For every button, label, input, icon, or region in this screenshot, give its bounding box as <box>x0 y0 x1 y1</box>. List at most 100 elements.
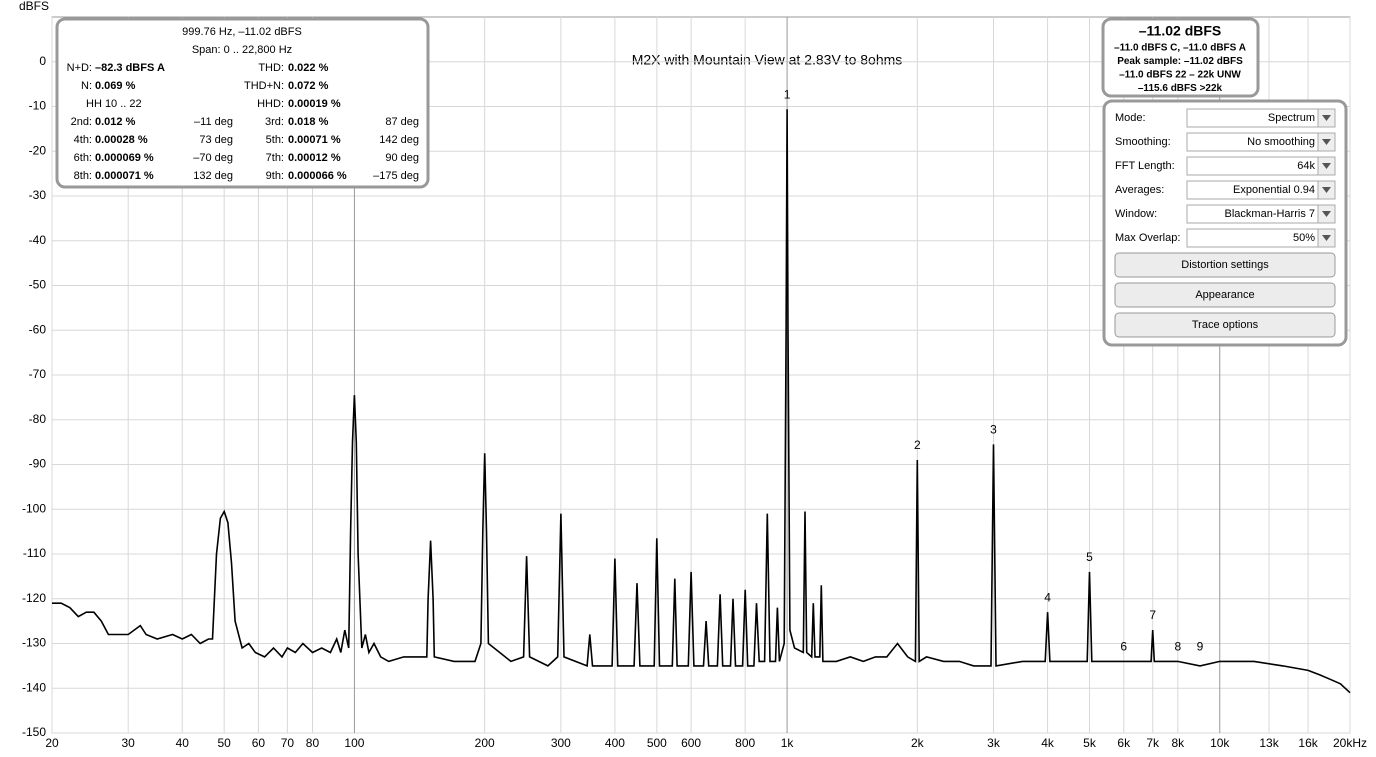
dropdown-value[interactable]: Exponential 0.94 <box>1233 184 1315 196</box>
control-label: Window: <box>1115 208 1157 220</box>
info-value: 0.069 % <box>95 80 136 92</box>
info-phase: –11 deg <box>194 116 233 128</box>
harmonic-marker: 7 <box>1149 608 1156 622</box>
info-value: 0.000071 % <box>95 170 154 182</box>
x-tick-label: 50 <box>217 736 231 750</box>
info-header: Span: 0 .. 22,800 Hz <box>192 44 292 56</box>
info-value: 0.00012 % <box>288 152 341 164</box>
info-label: 2nd: <box>71 116 92 128</box>
y-tick-label: -100 <box>22 501 46 515</box>
harmonic-marker: 5 <box>1086 550 1093 564</box>
x-tick-label: 7k <box>1146 736 1160 750</box>
y-tick-label: -80 <box>29 412 47 426</box>
control-label: Max Overlap: <box>1115 232 1180 244</box>
harmonic-marker: 4 <box>1044 590 1051 604</box>
control-label: Averages: <box>1115 184 1164 196</box>
button[interactable] <box>1114 252 1336 278</box>
level-main: –11.02 dBFS <box>1139 23 1222 39</box>
y-tick-label: -10 <box>29 99 47 113</box>
x-tick-label: 8k <box>1171 736 1185 750</box>
info-phase: 90 deg <box>385 152 419 164</box>
x-tick-label: 4k <box>1041 736 1055 750</box>
info-phase: –70 deg <box>193 152 233 164</box>
control-label: FFT Length: <box>1115 160 1175 172</box>
harmonic-marker: 9 <box>1197 640 1204 654</box>
dropdown-value[interactable]: Spectrum <box>1268 112 1315 124</box>
info-label: 4th: <box>74 134 92 146</box>
button-label[interactable]: Appearance <box>1195 289 1254 301</box>
info-phase: –175 deg <box>373 170 419 182</box>
info-label: 7th: <box>266 152 284 164</box>
x-tick-label: 1k <box>781 736 795 750</box>
x-tick-label: 60 <box>252 736 266 750</box>
dropdown-value[interactable]: Blackman-Harris 7 <box>1225 208 1315 220</box>
info-label: THD: <box>258 62 284 74</box>
info-phase: 132 deg <box>193 170 233 182</box>
y-tick-label: -140 <box>22 680 46 694</box>
info-value: 0.022 % <box>288 62 329 74</box>
x-tick-label: 600 <box>681 736 701 750</box>
y-tick-label: -130 <box>22 636 46 650</box>
control-label: Mode: <box>1115 112 1146 124</box>
y-tick-label: -60 <box>29 322 47 336</box>
y-tick-label: -30 <box>29 188 47 202</box>
harmonic-marker: 6 <box>1120 640 1127 654</box>
info-value: 0.00071 % <box>288 134 341 146</box>
harmonic-marker: 2 <box>914 438 921 452</box>
dropdown-value[interactable]: No smoothing <box>1247 136 1315 148</box>
x-tick-label: 500 <box>647 736 667 750</box>
dropdown-arrow <box>1322 163 1331 169</box>
dropdown-arrow <box>1322 139 1331 145</box>
y-axis-label: dBFS <box>19 0 49 13</box>
y-tick-label: -40 <box>29 233 47 247</box>
x-tick-label: 100 <box>344 736 364 750</box>
info-label: THD+N: <box>244 80 284 92</box>
dropdown-value[interactable]: 50% <box>1293 232 1315 244</box>
y-tick-label: 0 <box>39 54 46 68</box>
x-tick-label: 3k <box>987 736 1001 750</box>
button-label[interactable]: Distortion settings <box>1181 259 1269 271</box>
dropdown-arrow <box>1322 115 1331 121</box>
chart-title: M2X with Mountain View at 2.83V to 8ohms <box>632 52 903 68</box>
button[interactable] <box>1114 312 1336 338</box>
info-value: –82.3 dBFS A <box>95 62 165 74</box>
dropdown-arrow <box>1322 235 1331 241</box>
level-line: Peak sample: –11.02 dBFS <box>1117 56 1243 67</box>
info-phase: 87 deg <box>385 116 419 128</box>
control-label: Smoothing: <box>1115 136 1171 148</box>
level-line: –11.0 dBFS C, –11.0 dBFS A <box>1114 43 1246 54</box>
level-line: –11.0 dBFS 22 – 22k UNW <box>1119 70 1241 81</box>
x-tick-label: 20kHz <box>1333 736 1367 750</box>
y-tick-label: -50 <box>29 278 47 292</box>
x-tick-label: 800 <box>735 736 755 750</box>
x-tick-label: 80 <box>306 736 320 750</box>
button[interactable] <box>1114 282 1336 308</box>
x-tick-label: 16k <box>1298 736 1318 750</box>
info-label: 8th: <box>74 170 92 182</box>
y-tick-label: -90 <box>29 457 47 471</box>
info-value: 0.072 % <box>288 80 329 92</box>
info-header: 999.76 Hz, –11.02 dBFS <box>182 26 302 38</box>
dropdown-value[interactable]: 64k <box>1297 160 1315 172</box>
info-label: N: <box>81 80 92 92</box>
info-label: HH 10 .. 22 <box>86 98 142 110</box>
x-tick-label: 5k <box>1083 736 1097 750</box>
info-value: 0.000066 % <box>288 170 347 182</box>
x-tick-label: 70 <box>281 736 295 750</box>
info-label: HHD: <box>257 98 284 110</box>
info-phase: 73 deg <box>199 134 233 146</box>
x-tick-label: 400 <box>605 736 625 750</box>
x-tick-label: 13k <box>1259 736 1279 750</box>
x-tick-label: 30 <box>122 736 136 750</box>
y-tick-label: -110 <box>23 546 46 560</box>
level-panel <box>1101 17 1260 98</box>
x-tick-label: 20 <box>45 736 59 750</box>
y-tick-label: -20 <box>29 143 47 157</box>
x-tick-label: 300 <box>551 736 571 750</box>
y-tick-label: -150 <box>22 725 46 739</box>
button-label[interactable]: Trace options <box>1192 319 1259 331</box>
harmonic-marker: 3 <box>990 423 997 437</box>
info-value: 0.018 % <box>288 116 329 128</box>
x-tick-label: 200 <box>475 736 495 750</box>
